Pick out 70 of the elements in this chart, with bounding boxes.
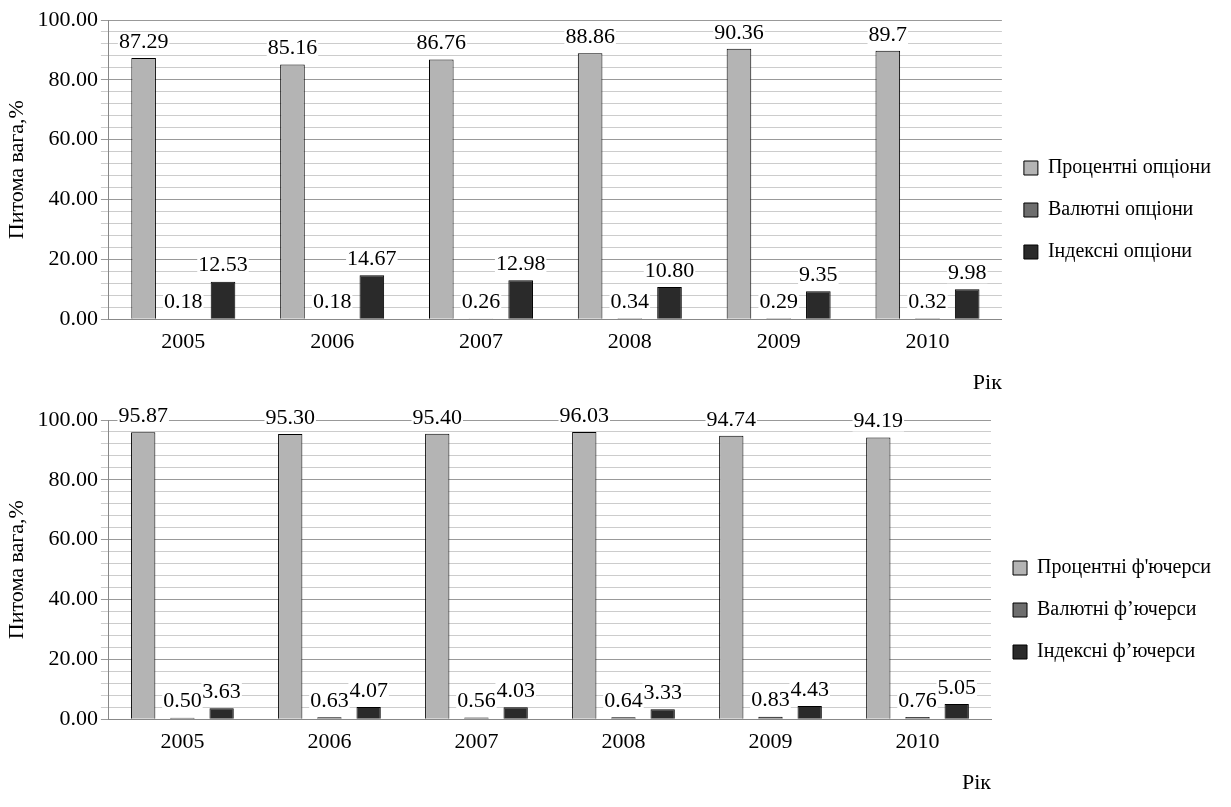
data-label: 4.43 (790, 675, 829, 701)
x-tick-label: 2005 (160, 728, 205, 754)
legend-label: Індексні ф’ючерси (1037, 639, 1196, 663)
data-label: 3.63 (202, 678, 241, 704)
x-tick-label: 2006 (310, 328, 355, 354)
data-label: 9.35 (799, 261, 838, 287)
data-label: 5.05 (937, 673, 976, 699)
data-label: 12.98 (495, 250, 546, 276)
data-label: 0.34 (610, 287, 650, 313)
data-label: 4.03 (496, 676, 535, 702)
x-tick-label: 2006 (307, 728, 352, 754)
data-label: 4.07 (349, 676, 388, 702)
y-tick-label: 100.00 (37, 405, 98, 431)
data-label: 12.53 (198, 251, 248, 277)
x-tick-label: 2008 (607, 328, 652, 354)
data-label: 85.16 (267, 34, 318, 60)
y-tick-label: 40.00 (48, 185, 98, 211)
x-axis-title: Рік (961, 768, 992, 794)
data-label: 0.50 (163, 687, 202, 713)
data-label: 0.64 (604, 687, 643, 713)
legend-label: Індексні опціони (1047, 239, 1193, 263)
data-label: 3.33 (643, 679, 682, 705)
y-tick-label: 60.00 (48, 125, 98, 151)
x-tick-label: 2008 (601, 728, 646, 754)
data-label: 89.7 (868, 20, 908, 46)
data-label: 0.56 (457, 687, 496, 713)
y-tick-label: 100.00 (37, 5, 98, 31)
y-axis-title: Питома вага,% (2, 500, 28, 640)
data-label: 10.80 (644, 256, 695, 282)
data-label: 86.76 (416, 29, 467, 55)
data-label: 0.76 (898, 686, 937, 712)
data-label: 88.86 (565, 23, 615, 49)
data-label: 0.63 (310, 687, 349, 713)
y-tick-label: 20.00 (48, 245, 98, 271)
x-tick-label: 2009 (756, 328, 801, 354)
data-label: 94.19 (853, 407, 904, 433)
x-tick-label: 2010 (905, 328, 950, 354)
legend-label: Валютні ф’ючерси (1037, 597, 1197, 621)
x-tick-label: 2005 (161, 328, 206, 354)
data-label: 0.18 (312, 288, 352, 314)
data-label: 0.29 (759, 288, 798, 314)
x-tick-label: 2010 (895, 728, 940, 754)
y-tick-label: 20.00 (48, 645, 98, 671)
data-label: 0.18 (164, 288, 203, 314)
data-label: 14.67 (347, 245, 397, 271)
data-label: 0.83 (751, 686, 790, 712)
y-tick-label: 0.00 (59, 304, 98, 330)
data-label: 94.74 (706, 405, 757, 431)
data-label: 9.98 (947, 259, 987, 285)
y-axis-title: Питома вага,% (2, 100, 28, 240)
data-label: 95.30 (265, 403, 315, 429)
y-tick-label: 80.00 (48, 465, 98, 491)
x-axis-title: Рік (972, 368, 1003, 394)
legend-label: Процентні ф'ючерси (1037, 555, 1212, 579)
legend-label: Процентні опціони (1047, 155, 1212, 179)
y-tick-label: 60.00 (48, 525, 98, 551)
data-label: 96.03 (559, 401, 610, 427)
x-tick-label: 2007 (454, 728, 499, 754)
x-tick-label: 2009 (748, 728, 793, 754)
data-label: 0.26 (461, 288, 501, 314)
data-label: 95.87 (118, 402, 168, 428)
x-tick-label: 2007 (458, 328, 503, 354)
y-tick-label: 0.00 (59, 704, 98, 730)
y-tick-label: 40.00 (48, 585, 98, 611)
data-label: 87.29 (118, 27, 169, 53)
data-label: 0.32 (908, 288, 947, 314)
data-label: 90.36 (714, 18, 764, 44)
legend-label: Валютні опціони (1047, 197, 1194, 221)
y-tick-label: 80.00 (48, 65, 98, 91)
data-label: 95.40 (412, 403, 462, 429)
